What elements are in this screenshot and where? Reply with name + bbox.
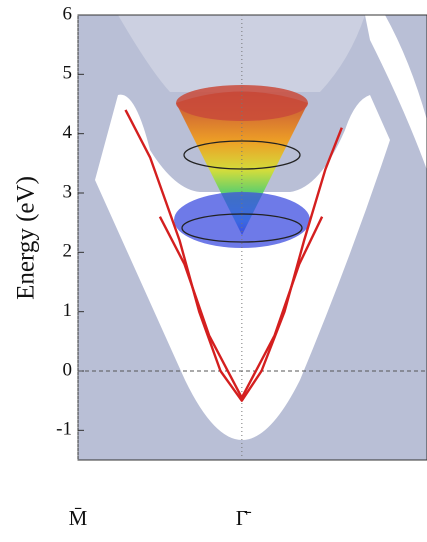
x-tick-label: Γ̄ <box>236 506 252 530</box>
y-tick-label: 2 <box>63 241 73 262</box>
y-tick-label: 3 <box>63 181 73 202</box>
y-tick-label: 5 <box>63 63 73 84</box>
y-tick-label: -1 <box>56 419 72 440</box>
y-tick-label: 0 <box>63 359 73 380</box>
chart: Energy (eV) -1 0 1 2 3 4 5 6 M̄ Γ̄ <box>0 0 427 537</box>
y-tick-label: 6 <box>63 3 73 24</box>
x-tick-label: M̄ <box>69 506 88 530</box>
y-tick-label: 1 <box>63 300 73 321</box>
y-axis-label: Energy (eV) <box>13 176 40 300</box>
y-tick-label: 4 <box>63 122 73 143</box>
